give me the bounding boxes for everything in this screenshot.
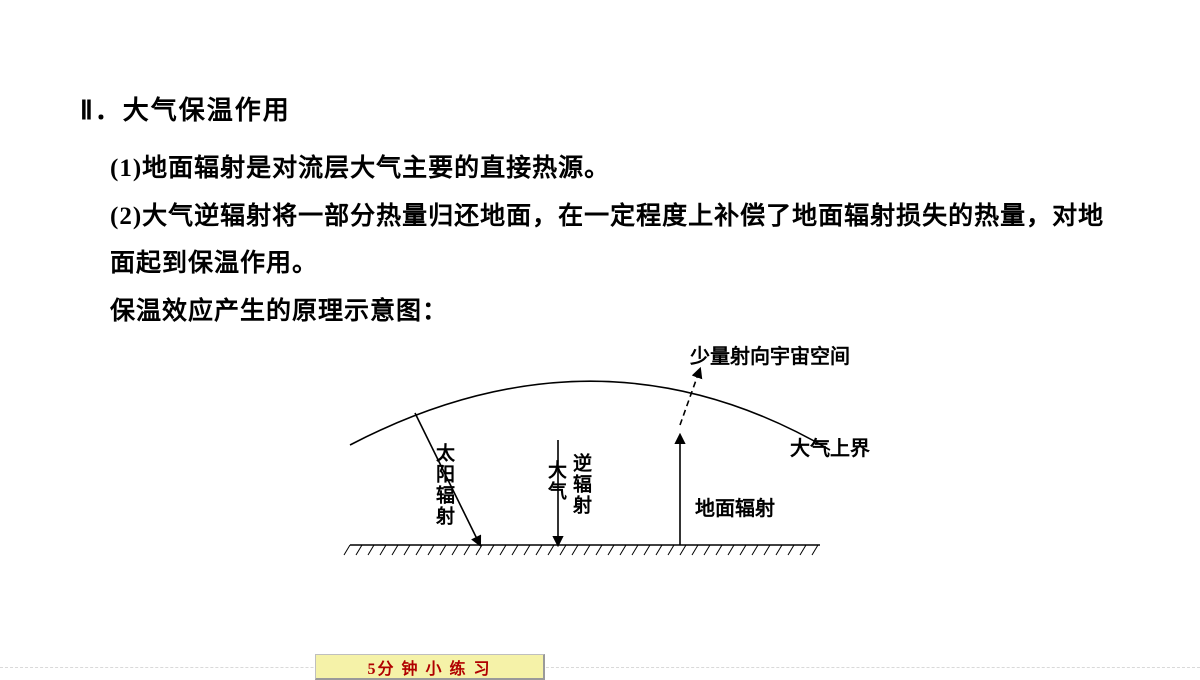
para1-prefix: (1) [110, 155, 142, 182]
practice-button-label: 5分 钟 小 练 习 [367, 655, 491, 679]
para2-text: 大气逆辐射将一部分热量归还地面，在一定程度上补偿了地面辐射损失的热量，对地面起到… [110, 203, 1104, 278]
practice-button[interactable]: 5分 钟 小 练 习 [315, 654, 545, 680]
paragraph-1: (1)地面辐射是对流层大气主要的直接热源。 [110, 145, 1120, 193]
para1-text: 地面辐射是对流层大气主要的直接热源。 [142, 155, 610, 182]
diagram-svg: 少量射向宇宙空间大气上界地面辐射 [320, 345, 880, 575]
paragraph-2: (2)大气逆辐射将一部分热量归还地面，在一定程度上补偿了地面辐射损失的热量，对地… [110, 193, 1120, 288]
svg-text:大气上界: 大气上界 [790, 436, 870, 460]
greenhouse-diagram: 少量射向宇宙空间大气上界地面辐射 太阳辐射 大气 逆辐射 [320, 345, 880, 575]
label-counter-radiation: 逆辐射 [567, 453, 594, 516]
paragraph-3: 保温效应产生的原理示意图： [110, 288, 1120, 336]
section-heading: Ⅱ．大气保温作用 [80, 90, 1120, 127]
para2-prefix: (2) [110, 203, 142, 230]
svg-text:少量射向宇宙空间: 少量射向宇宙空间 [689, 345, 850, 368]
page-baseline [0, 667, 1200, 668]
label-atmosphere: 大气 [542, 460, 569, 502]
label-solar-radiation: 太阳辐射 [430, 443, 457, 527]
svg-text:地面辐射: 地面辐射 [695, 496, 775, 520]
